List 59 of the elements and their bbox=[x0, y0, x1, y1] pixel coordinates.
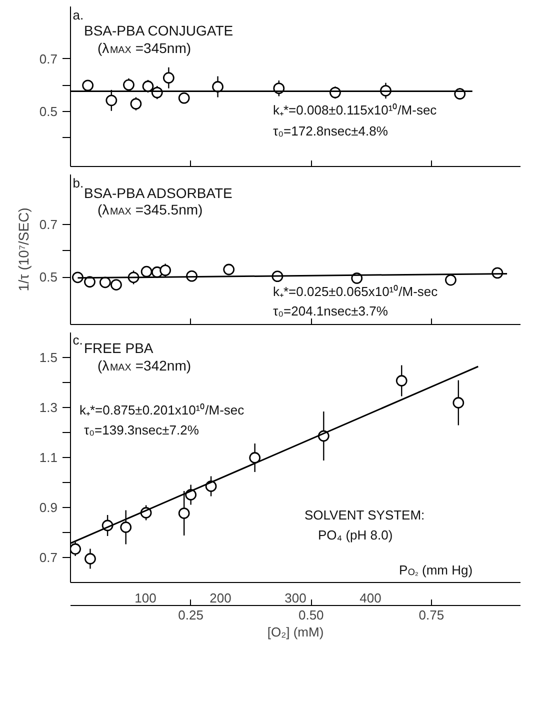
text: (λMAX =345.5nm) bbox=[98, 202, 203, 218]
point bbox=[212, 81, 224, 92]
text: (λMAX =345nm) bbox=[98, 40, 192, 56]
text: BSA-PBA CONJUGATE bbox=[84, 22, 234, 38]
point bbox=[82, 80, 94, 92]
point bbox=[70, 543, 82, 555]
y-tick-label: 0.9 bbox=[39, 500, 58, 515]
point bbox=[142, 80, 154, 92]
y-tick-label: 0.7 bbox=[39, 550, 58, 565]
annotation: a. bbox=[72, 7, 84, 22]
text: (λMAX =342nm) bbox=[98, 358, 192, 374]
point bbox=[396, 375, 408, 386]
point bbox=[84, 276, 96, 288]
annotation: τ₀=139.3nsec±7.2% bbox=[84, 422, 200, 438]
point bbox=[72, 272, 84, 284]
x-tick-label: 0.75 bbox=[418, 608, 444, 622]
y-axis-title: 1/τ (10⁷/SEC) bbox=[15, 208, 32, 292]
point bbox=[130, 98, 142, 110]
point bbox=[110, 279, 122, 290]
point bbox=[452, 397, 464, 408]
point bbox=[123, 79, 134, 91]
x2-tick-label: 100 bbox=[134, 590, 156, 606]
y-tick-label: 1.3 bbox=[39, 400, 58, 415]
annotation: k₊*=0.008±0.115x10¹⁰/M-sec bbox=[273, 102, 438, 118]
annotation: c. bbox=[72, 332, 83, 348]
point bbox=[178, 508, 190, 519]
text: FREE PBA bbox=[84, 340, 154, 356]
point bbox=[178, 92, 190, 104]
x2-axis-title: PO₂ (mm Hg) bbox=[399, 562, 473, 578]
point bbox=[140, 266, 152, 278]
x2-tick-label: 300 bbox=[284, 590, 306, 606]
annotation: k₊*=0.025±0.065x10¹⁰/M-sec bbox=[273, 284, 438, 299]
point bbox=[120, 522, 132, 533]
point bbox=[223, 264, 235, 276]
annotation: PO₄ (pH 8.0) bbox=[318, 528, 393, 542]
point bbox=[162, 72, 174, 84]
annotation: SOLVENT SYSTEM: bbox=[304, 508, 425, 522]
text: BSA-PBA ADSORBATE bbox=[84, 185, 232, 201]
point bbox=[445, 274, 456, 286]
y-tick-label: 0.5 bbox=[39, 270, 58, 285]
point bbox=[99, 276, 111, 288]
point bbox=[84, 553, 96, 564]
x2-tick-label: 400 bbox=[360, 590, 382, 606]
y-tick-label: 1.5 bbox=[39, 350, 58, 365]
annotation: k₊*=0.875±0.201x10¹⁰/M-sec bbox=[80, 402, 245, 418]
annotation: b. bbox=[72, 175, 84, 190]
x-tick-label: 0.25 bbox=[178, 608, 204, 622]
y-tick-label: 0.5 bbox=[39, 104, 58, 119]
x-tick-label: 0.50 bbox=[298, 608, 324, 622]
y-tick-label: 1.1 bbox=[39, 450, 58, 465]
annotation: τ₀=204.1nsec±3.7% bbox=[273, 304, 388, 318]
y-tick-label: 0.7 bbox=[39, 51, 58, 66]
annotation: τ₀=172.8nsec±4.8% bbox=[273, 123, 388, 138]
point bbox=[160, 264, 172, 276]
point bbox=[106, 94, 118, 106]
y-tick-label: 0.7 bbox=[39, 217, 58, 232]
x2-tick-label: 200 bbox=[210, 590, 232, 606]
point bbox=[249, 452, 261, 464]
x-axis-title: [O₂] (mM) bbox=[267, 624, 324, 640]
